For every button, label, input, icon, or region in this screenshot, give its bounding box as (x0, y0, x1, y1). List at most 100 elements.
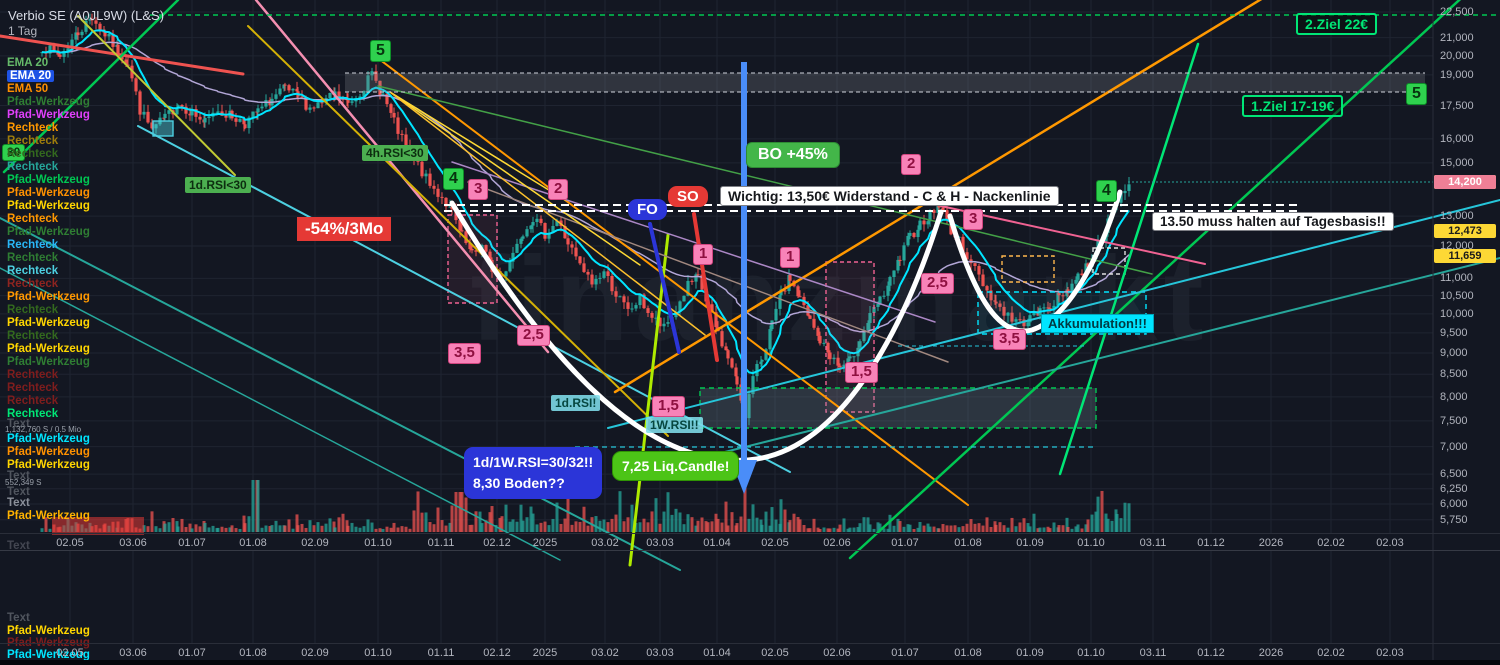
drawing-object-label[interactable]: Pfad-Werkzeug (7, 291, 90, 303)
price-tick: 6,500 (1440, 468, 1468, 481)
drawing-object-label[interactable]: Rechteck (7, 330, 59, 342)
drawing-object-label[interactable]: EMA 20 (7, 70, 55, 82)
drawing-object-label[interactable]: Text (7, 418, 30, 430)
label-tagesbasis[interactable]: 13.50 muss halten auf Tagesbasis!! (1152, 212, 1394, 231)
wave-badge-3[interactable]: 3 (963, 209, 984, 230)
label-4h-rsi-30[interactable]: 4h.RSI<30 (362, 145, 428, 161)
date-tick: 01.07 (891, 647, 919, 659)
drawing-object-label[interactable]: Text (7, 486, 30, 498)
time-axis-bottom[interactable]: 02.05 03.06 01.07 01.08 02.09 01.10 01.11 02.12… (0, 643, 1500, 662)
drawing-object-label[interactable]: Pfad-Werkzeug (7, 226, 90, 238)
label-rsi-boden-box[interactable]: 1d/1W.RSI=30/32!! 8,30 Boden?? (464, 447, 603, 499)
wave-badge-5[interactable]: 5 (1406, 83, 1427, 105)
drawing-object-label[interactable]: Rechteck (7, 239, 59, 251)
drawing-object-label[interactable]: Text (7, 612, 30, 624)
drawing-object-label[interactable]: Pfad-Werkzeug (7, 459, 90, 471)
label-target1[interactable]: 1.Ziel 17-19€ (1242, 95, 1344, 117)
drawing-object-label[interactable]: Pfad-Werkzeug (7, 446, 90, 458)
drawing-object-label[interactable]: Rechteck (7, 382, 59, 394)
label-akkumulation[interactable]: Akkumulation!!! (1041, 314, 1154, 333)
drawing-object-label[interactable]: Rechteck (7, 213, 59, 225)
drawing-object-label[interactable]: Rechteck (7, 304, 59, 316)
label-1w-rsi-low[interactable]: 1W.RSI!! (646, 417, 703, 433)
wave-badge-2_5[interactable]: 2,5 (921, 273, 954, 294)
date-tick: 02.05 (761, 537, 789, 549)
drawing-object-label[interactable]: Rechteck (7, 148, 59, 160)
volume-readout: 1,132,760 S / 0.5 Mio (5, 425, 82, 434)
rsi-boden-line2: 8,30 Boden?? (473, 475, 565, 491)
date-tick: 01.04 (703, 537, 731, 549)
drawing-object-label[interactable]: Pfad-Werkzeug (7, 649, 90, 661)
drawing-object-label[interactable]: Rechteck (7, 278, 59, 290)
drawing-object-label[interactable]: Text (7, 540, 30, 552)
date-tick: 01.11 (427, 647, 455, 659)
price-tick: 21,000 (1440, 31, 1474, 44)
label-target2[interactable]: 2.Ziel 22€ (1296, 13, 1378, 35)
drawing-object-label[interactable]: Rechteck (7, 161, 59, 173)
drawing-object-label[interactable]: Pfad-Werkzeug (7, 510, 90, 522)
date-tick: 02.06 (823, 647, 851, 659)
drawing-object-label[interactable]: Pfad-Werkzeug (7, 174, 90, 186)
price-badge: 14,200 (1434, 175, 1496, 190)
wave-badge-5[interactable]: 5 (370, 40, 391, 62)
date-tick: 03.11 (1139, 647, 1167, 659)
wave-badge-1[interactable]: 1 (693, 244, 714, 265)
drawing-object-label[interactable]: EMA 50 (7, 83, 49, 95)
flag-fo[interactable]: FO (628, 199, 667, 220)
wave-badge-2_5[interactable]: 2,5 (517, 325, 550, 346)
label-liq-candle[interactable]: 7,25 Liq.Candle! (612, 451, 740, 481)
price-tick: 22,500 (1440, 6, 1474, 18)
date-tick: 02.02 (1317, 647, 1345, 659)
symbol-title[interactable]: Verbio SE (A0JL9W) (L&S) (8, 8, 165, 23)
rsi-30-marker[interactable]: 30 (2, 144, 26, 161)
date-tick: 03.02 (591, 537, 619, 549)
flag-so[interactable]: SO (668, 186, 708, 207)
label-1d-rsi-30[interactable]: 1d.RSI<30 (185, 177, 251, 193)
wave-badge-4[interactable]: 4 (443, 168, 464, 190)
date-tick: 03.03 (646, 537, 674, 549)
drawing-object-label[interactable]: Pfad-Werkzeug (7, 317, 90, 329)
drawing-object-label[interactable]: Rechteck (7, 265, 59, 277)
drawing-object-label[interactable]: Pfad-Werkzeug (7, 109, 90, 121)
drawing-object-label[interactable]: Pfad-Werkzeug (7, 433, 90, 445)
interval-label[interactable]: 1 Tag (8, 24, 38, 38)
drawing-object-label[interactable]: Rechteck (7, 252, 59, 264)
drawing-object-label[interactable]: Pfad-Werkzeug (7, 187, 90, 199)
wave-badge-2[interactable]: 2 (901, 154, 922, 175)
drawing-object-label[interactable]: Pfad-Werkzeug (7, 356, 90, 368)
date-tick: 02.02 (1317, 537, 1345, 549)
price-axis[interactable]: 22,500 21,000 20,000 19,000 17,500 16,000 15,0… (1433, 0, 1500, 553)
drawing-object-label[interactable]: Text (7, 497, 30, 509)
price-tick: 6,250 (1440, 482, 1468, 495)
label-wichtig-neckline[interactable]: Wichtig: 13,50€ Widerstand - C & H - Nac… (720, 186, 1059, 206)
time-axis-main[interactable]: 02.05 03.06 01.07 01.08 02.09 01.10 01.11 02.12… (0, 533, 1500, 554)
date-tick: 02.05 (761, 647, 789, 659)
drawing-object-label[interactable]: Pfad-Werkzeug (7, 625, 90, 637)
wave-badge-2[interactable]: 2 (548, 179, 569, 200)
drawing-object-label[interactable]: Text (7, 470, 30, 482)
drawing-object-label[interactable]: Pfad-Werkzeug (7, 96, 90, 108)
drawing-object-label[interactable]: Rechteck (7, 408, 59, 420)
label-breakout[interactable]: BO +45% (746, 142, 840, 168)
price-badge: 11,659 (1434, 248, 1496, 263)
wave-badge-1_5[interactable]: 1,5 (652, 396, 685, 417)
pane-divider[interactable] (0, 550, 1500, 551)
drawing-object-label[interactable]: Rechteck (7, 369, 59, 381)
wave-badge-3_5[interactable]: 3,5 (448, 343, 481, 364)
drawing-object-label[interactable]: Rechteck (7, 395, 59, 407)
wave-badge-1[interactable]: 1 (780, 247, 801, 268)
drawing-object-label[interactable]: EMA 20 (7, 57, 49, 69)
wave-badge-1_5[interactable]: 1,5 (845, 362, 878, 383)
label-1d-rsi-low[interactable]: 1d.RSI! (551, 395, 601, 411)
date-tick: 01.08 (239, 537, 267, 549)
wave-badge-3[interactable]: 3 (468, 179, 489, 200)
label-drop-54pct[interactable]: -54%/3Mo (297, 217, 392, 241)
date-tick: 01.10 (364, 647, 392, 659)
drawing-object-label[interactable]: Rechteck (7, 122, 59, 134)
wave-badge-4[interactable]: 4 (1096, 180, 1117, 202)
date-tick: 02.06 (823, 537, 851, 549)
drawing-object-label[interactable]: Pfad-Werkzeug (7, 200, 90, 212)
wave-badge-3_5[interactable]: 3,5 (993, 329, 1026, 350)
drawing-object-label[interactable]: Rechteck (7, 135, 59, 147)
drawing-object-label[interactable]: Pfad-Werkzeug (7, 343, 90, 355)
